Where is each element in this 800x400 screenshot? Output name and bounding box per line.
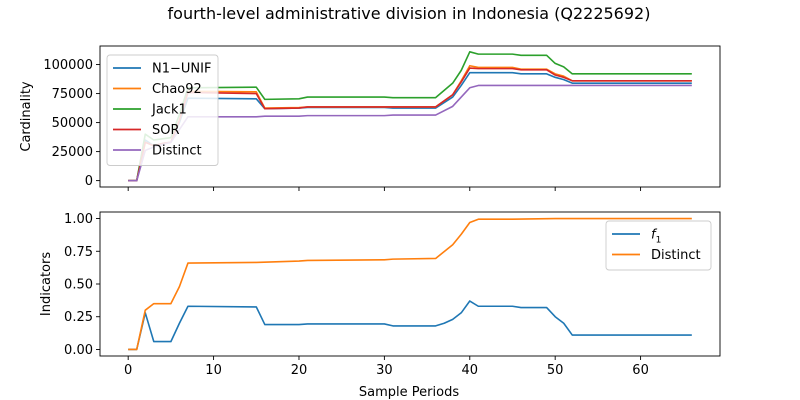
panel-2-y-tick-label: 0.00 — [64, 343, 93, 358]
chart-title: fourth-level administrative division in … — [168, 4, 651, 23]
panel-1-y-axis-label: Cardinality — [19, 81, 34, 152]
panel-2-series-line-1 — [128, 300, 692, 351]
panel-1-y-tick-label: 100000 — [43, 58, 93, 73]
panel-2-y-tick-label: 0.50 — [64, 278, 93, 293]
panel-2-y-tick-label: 0.75 — [64, 245, 93, 260]
panel-1-y-tick-label: 50000 — [52, 116, 93, 131]
x-tick-label: 30 — [376, 363, 393, 378]
panel-1-y-tick-label: 25000 — [52, 145, 93, 160]
panel-1-frame — [99, 45, 721, 188]
panel-1-legend-label-3: Jack1 — [151, 103, 187, 118]
x-tick-label: 50 — [547, 363, 564, 378]
x-tick-label: 60 — [632, 363, 649, 378]
panel-1-legend-label-1: N1−UNIF — [152, 62, 211, 77]
x-tick-label: 0 — [124, 363, 132, 378]
x-tick-label: 10 — [205, 363, 222, 378]
panel-1-legend-label-5: Distinct — [152, 144, 202, 159]
panels: 0 25000 50000 75000 100000 Cardinality N1−UNIF… — [19, 45, 721, 378]
panel-2-legend-label-2: Distinct — [651, 248, 701, 263]
panel-2-legend: f1 Distinct — [605, 220, 712, 271]
x-tick-label: 40 — [462, 363, 479, 378]
panel-1: 0 25000 50000 75000 100000 Cardinality N1−UNIF… — [19, 45, 721, 191]
panel-1-legend-label-4: SOR — [152, 123, 180, 138]
panel-2-y-axis-label: Indicators — [39, 252, 54, 316]
x-axis-label: Sample Periods — [359, 385, 459, 400]
panel-1-y-tick-label: 75000 — [52, 87, 93, 102]
panel-2: 0.00 0.25 0.50 0.75 1.00 0 10 20 30 40 50 60 Indicat… — [39, 211, 721, 378]
panel-2-y-tick-label: 0.25 — [64, 310, 93, 325]
panel-2-y-tick-label: 1.00 — [64, 212, 93, 227]
panel-2-legend-label-1: f1 — [651, 228, 661, 246]
x-tick-label: 20 — [291, 363, 308, 378]
panel-1-y-tick-label: 0 — [85, 174, 93, 189]
panel-1-legend-label-2: Chao92 — [152, 82, 202, 97]
panel-1-legend: N1−UNIF Chao92 Jack1 SOR Distinct — [106, 54, 219, 166]
panel-1-legend-box — [106, 54, 219, 166]
panel-2-series-line-2 — [128, 217, 692, 351]
